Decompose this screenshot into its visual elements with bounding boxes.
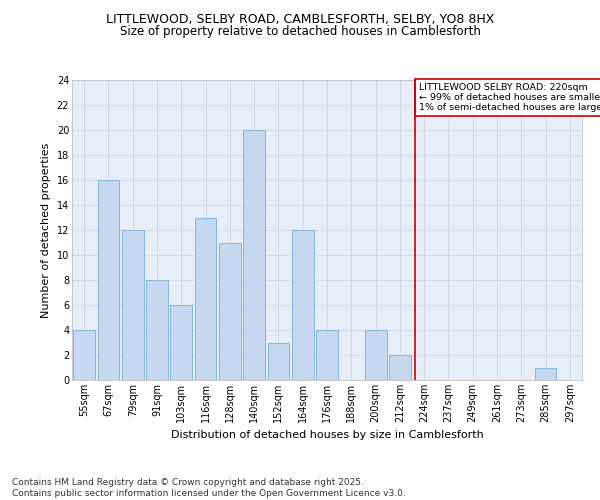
- Bar: [535, 368, 556, 380]
- X-axis label: Distribution of detached houses by size in Camblesforth: Distribution of detached houses by size …: [170, 430, 484, 440]
- Text: Size of property relative to detached houses in Camblesforth: Size of property relative to detached ho…: [119, 25, 481, 38]
- Bar: [73, 330, 95, 380]
- Text: LITTLEWOOD, SELBY ROAD, CAMBLESFORTH, SELBY, YO8 8HX: LITTLEWOOD, SELBY ROAD, CAMBLESFORTH, SE…: [106, 12, 494, 26]
- Bar: [389, 355, 411, 380]
- Bar: [97, 180, 119, 380]
- Bar: [170, 305, 192, 380]
- Bar: [122, 230, 143, 380]
- Bar: [146, 280, 168, 380]
- Bar: [194, 218, 217, 380]
- Text: Contains HM Land Registry data © Crown copyright and database right 2025.
Contai: Contains HM Land Registry data © Crown c…: [12, 478, 406, 498]
- Text: LITTLEWOOD SELBY ROAD: 220sqm
← 99% of detached houses are smaller (114)
1% of s: LITTLEWOOD SELBY ROAD: 220sqm ← 99% of d…: [419, 82, 600, 112]
- Bar: [292, 230, 314, 380]
- Y-axis label: Number of detached properties: Number of detached properties: [41, 142, 51, 318]
- Bar: [243, 130, 265, 380]
- Bar: [268, 342, 289, 380]
- Bar: [365, 330, 386, 380]
- Bar: [316, 330, 338, 380]
- Bar: [219, 242, 241, 380]
